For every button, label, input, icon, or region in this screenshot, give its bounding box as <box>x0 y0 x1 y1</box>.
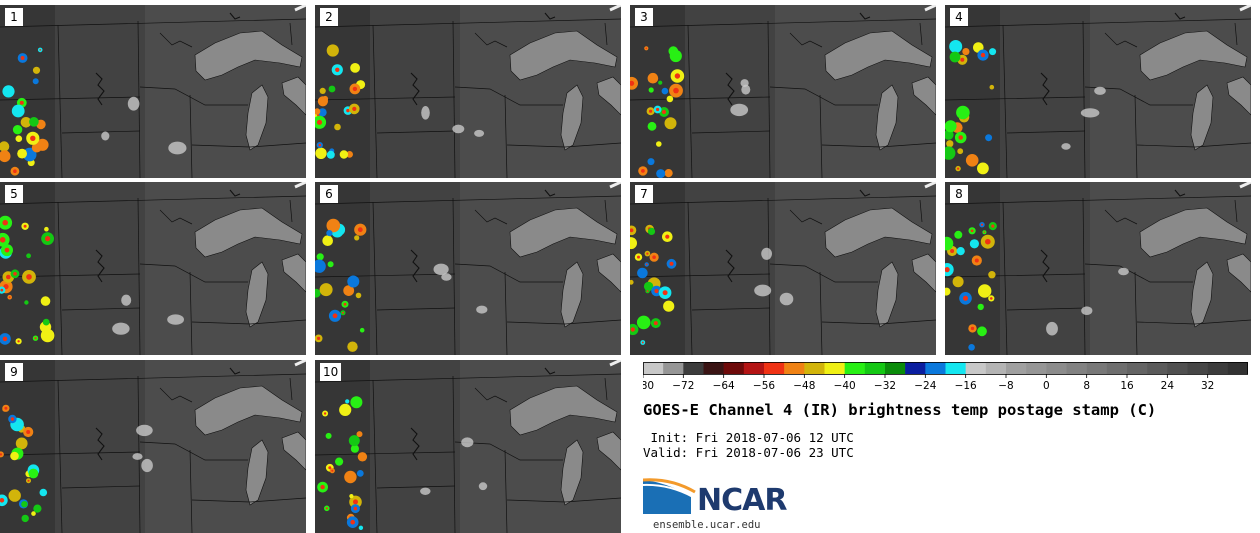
colorbar-segment <box>784 362 805 374</box>
colorbar-segment <box>743 362 765 374</box>
colorbar-segment <box>824 362 845 374</box>
map-panel: 4 <box>945 5 1251 178</box>
ncar-logo-icon <box>643 478 696 514</box>
colorbar-segment <box>844 362 866 374</box>
satellite-map <box>315 5 621 178</box>
satellite-map <box>630 5 936 178</box>
colorbar-segment <box>945 362 966 374</box>
panel-number: 6 <box>320 185 338 203</box>
colorbar-segment <box>1127 362 1148 374</box>
figure-title: GOES-E Channel 4 (IR) brightness temp po… <box>643 401 1157 419</box>
colorbar-segment <box>1207 362 1229 374</box>
colorbar-segment <box>1066 362 1087 374</box>
website-text: ensemble.ucar.edu <box>653 519 761 531</box>
colorbar-tick-label: −32 <box>874 380 896 392</box>
colorbar-segment <box>864 362 886 374</box>
colorbar-segment <box>764 362 785 374</box>
colorbar-tick-label: −16 <box>955 380 977 392</box>
colorbar-segment <box>985 362 1007 374</box>
logo-text: NCAR <box>697 483 787 518</box>
colorbar-tick-label: 16 <box>1120 380 1134 392</box>
colorbar-segment <box>703 362 724 374</box>
colorbar-segment <box>1167 362 1188 374</box>
colorbar-segment <box>925 362 946 374</box>
panel-number: 7 <box>635 185 653 203</box>
colorbar-tick-label: −80 <box>643 380 654 392</box>
colorbar-segment <box>1106 362 1128 374</box>
panel-number: 9 <box>5 363 23 381</box>
colorbar-tick-label: −48 <box>793 380 815 392</box>
colorbar-segment <box>1046 362 1067 374</box>
colorbar-tick-label: 32 <box>1201 380 1214 392</box>
colorbar-tick-label: −40 <box>834 380 856 392</box>
satellite-map <box>945 5 1251 178</box>
colorbar-tick-label: −64 <box>713 380 735 392</box>
colorbar-tick-label: 0 <box>1043 380 1050 392</box>
map-panel: 7 <box>630 182 936 355</box>
map-panel: 10 <box>315 360 621 533</box>
colorbar-segment <box>663 362 684 374</box>
map-panel: 2 <box>315 5 621 178</box>
colorbar-segment <box>1026 362 1047 374</box>
colorbar-segment <box>965 362 987 374</box>
colorbar-tick-label: −56 <box>753 380 775 392</box>
map-panel: 8 <box>945 182 1251 355</box>
colorbar-segment <box>905 362 926 374</box>
panel-number: 4 <box>950 8 968 26</box>
colorbar-segment <box>1006 362 1027 374</box>
colorbar-tick-label: −8 <box>998 380 1013 392</box>
map-panel: 3 <box>630 5 936 178</box>
map-panel: 1 <box>0 5 306 178</box>
colorbar-segment <box>804 362 825 374</box>
colorbar-border <box>643 362 1248 375</box>
panel-number: 8 <box>950 185 968 203</box>
satellite-map <box>315 182 621 355</box>
colorbar-segment <box>1227 362 1248 374</box>
satellite-map <box>0 182 306 355</box>
colorbar-tick-label: −72 <box>672 380 694 392</box>
panel-number: 3 <box>635 8 653 26</box>
valid-time: Valid: Fri 2018-07-06 23 UTC <box>643 445 854 460</box>
panel-number: 10 <box>320 363 342 381</box>
colorbar-segment <box>723 362 745 374</box>
colorbar-segment <box>1147 362 1168 374</box>
panel-number: 2 <box>320 8 338 26</box>
satellite-map <box>0 360 306 533</box>
colorbar-segment <box>643 362 664 374</box>
satellite-map <box>0 5 306 178</box>
init-time: Init: Fri 2018-07-06 12 UTC <box>650 430 854 445</box>
colorbar-segment <box>885 362 906 374</box>
map-panel: 5 <box>0 182 306 355</box>
satellite-map <box>945 182 1251 355</box>
colorbar-segment <box>683 362 704 374</box>
colorbar-segment <box>1187 362 1208 374</box>
map-panel: 9 <box>0 360 306 533</box>
colorbar-segment <box>1086 362 1108 374</box>
colorbar-tick-label: 8 <box>1083 380 1090 392</box>
colorbar-tick-label: −24 <box>914 380 936 392</box>
satellite-map <box>315 360 621 533</box>
map-panel: 6 <box>315 182 621 355</box>
satellite-map <box>630 182 936 355</box>
colorbar-tick-label: 24 <box>1161 380 1175 392</box>
panel-number: 1 <box>5 8 23 26</box>
panel-number: 5 <box>5 185 23 203</box>
